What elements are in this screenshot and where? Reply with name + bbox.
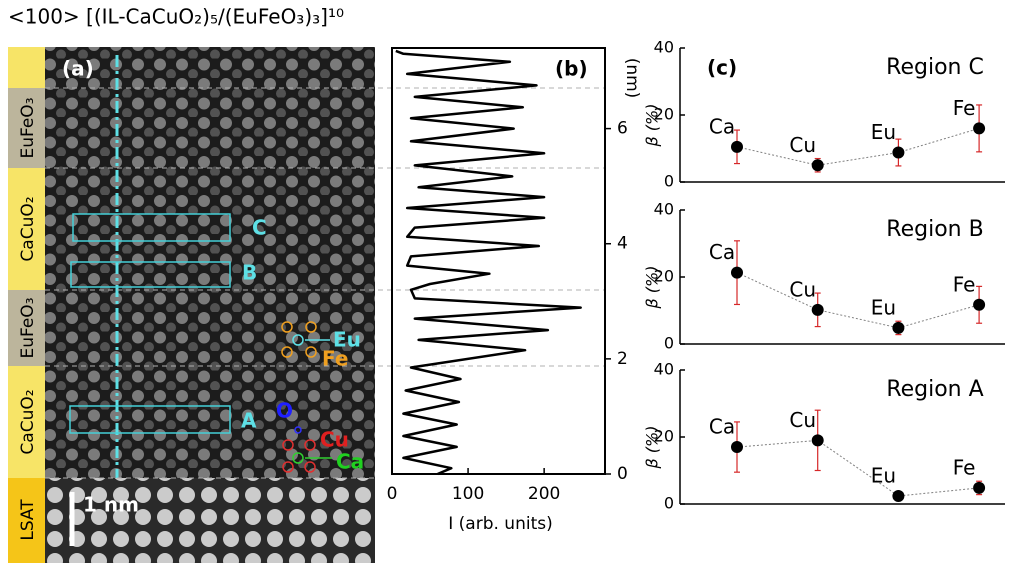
data-point — [731, 266, 743, 279]
category-label: Cu — [789, 408, 816, 432]
y-tick-label: 6 — [617, 119, 628, 139]
atom-markers — [281, 321, 317, 473]
layer-strip — [8, 168, 45, 290]
figure-title: <100> [(IL-CaCuO₂)₅/(EuFeO₃)₃]¹⁰ — [8, 5, 344, 29]
layer-strip — [8, 290, 45, 366]
y-tick-label: 0 — [617, 464, 628, 484]
region-title: Region B — [886, 217, 983, 242]
atom-label: Cu — [320, 428, 349, 452]
y-tick-label: 20 — [654, 267, 674, 286]
connector-line — [736, 439, 980, 497]
connector-line — [736, 272, 980, 329]
region-label: C — [252, 216, 267, 240]
atom-label: O — [276, 399, 293, 423]
layer-strip — [8, 366, 45, 478]
y-tick-label: 20 — [654, 105, 674, 124]
y-tick-label: 4 — [617, 234, 628, 254]
category-label: Fe — [953, 96, 976, 120]
x-tick-label: 200 — [528, 484, 560, 504]
stem-image-substrate — [45, 478, 375, 563]
data-point — [731, 140, 743, 153]
data-point — [811, 434, 824, 447]
atom-label: Fe — [322, 347, 348, 371]
data-point — [973, 481, 986, 494]
panel-label: (b) — [555, 57, 588, 81]
category-label: Ca — [709, 415, 735, 439]
region-box — [69, 405, 231, 434]
y-axis-label: β (%) — [643, 266, 662, 310]
data-point — [892, 146, 905, 159]
region-box — [70, 261, 231, 288]
layer-label: EuFeO₃ — [18, 97, 38, 158]
y-tick-label: 20 — [654, 427, 674, 446]
y-axis-label: (nm) — [622, 58, 642, 99]
category-label: Ca — [709, 114, 735, 138]
atom-label: Ca — [336, 450, 364, 474]
layer-label: CaCuO₂ — [18, 196, 38, 261]
data-point — [892, 489, 905, 502]
panel-label: (a) — [62, 57, 94, 81]
category-label: Fe — [953, 455, 976, 479]
y-tick-label: 40 — [654, 200, 674, 219]
layer-strip — [8, 478, 45, 563]
category-label: Fe — [953, 272, 976, 296]
category-label: Cu — [789, 133, 816, 157]
y-tick-label: 0 — [664, 172, 674, 191]
data-point — [731, 441, 743, 454]
panel-label: (c) — [707, 56, 737, 80]
y-tick-label: 40 — [654, 38, 674, 57]
scale-bar-label: 1 nm — [83, 493, 139, 517]
region-title: Region A — [886, 377, 983, 402]
layer-label: CaCuO₂ — [18, 389, 38, 454]
x-tick-label: 100 — [452, 484, 484, 504]
layer-strip — [8, 88, 45, 168]
connector-line — [736, 127, 980, 166]
y-tick-label: 0 — [664, 334, 674, 353]
data-point — [973, 298, 986, 311]
x-axis-label: I (arb. units) — [448, 514, 552, 534]
region-title: Region C — [886, 55, 984, 80]
data-point — [892, 321, 905, 334]
region-label: A — [241, 409, 257, 433]
category-label: Eu — [871, 295, 896, 319]
data-point — [811, 159, 824, 172]
layer-label: LSAT — [18, 499, 38, 541]
atom-label: Eu — [333, 328, 361, 352]
layer-strip — [8, 47, 45, 88]
category-label: Eu — [871, 463, 896, 487]
region-label: B — [242, 261, 257, 285]
category-label: Ca — [709, 240, 735, 264]
y-tick-label: 40 — [654, 360, 674, 379]
data-point — [811, 303, 824, 316]
y-tick-label: 0 — [664, 494, 674, 513]
region-box — [72, 213, 231, 242]
profile-line — [395, 49, 582, 476]
y-axis-label: β (%) — [643, 426, 662, 470]
layer-label: EuFeO₃ — [18, 297, 38, 358]
data-point — [973, 122, 986, 135]
category-label: Eu — [871, 120, 896, 144]
y-axis-label: β (%) — [643, 104, 662, 148]
y-tick-label: 2 — [617, 349, 628, 369]
x-tick-label: 0 — [387, 484, 398, 504]
plot-frame — [391, 47, 606, 475]
layer-boundaries — [45, 87, 605, 479]
category-label: Cu — [789, 277, 816, 301]
